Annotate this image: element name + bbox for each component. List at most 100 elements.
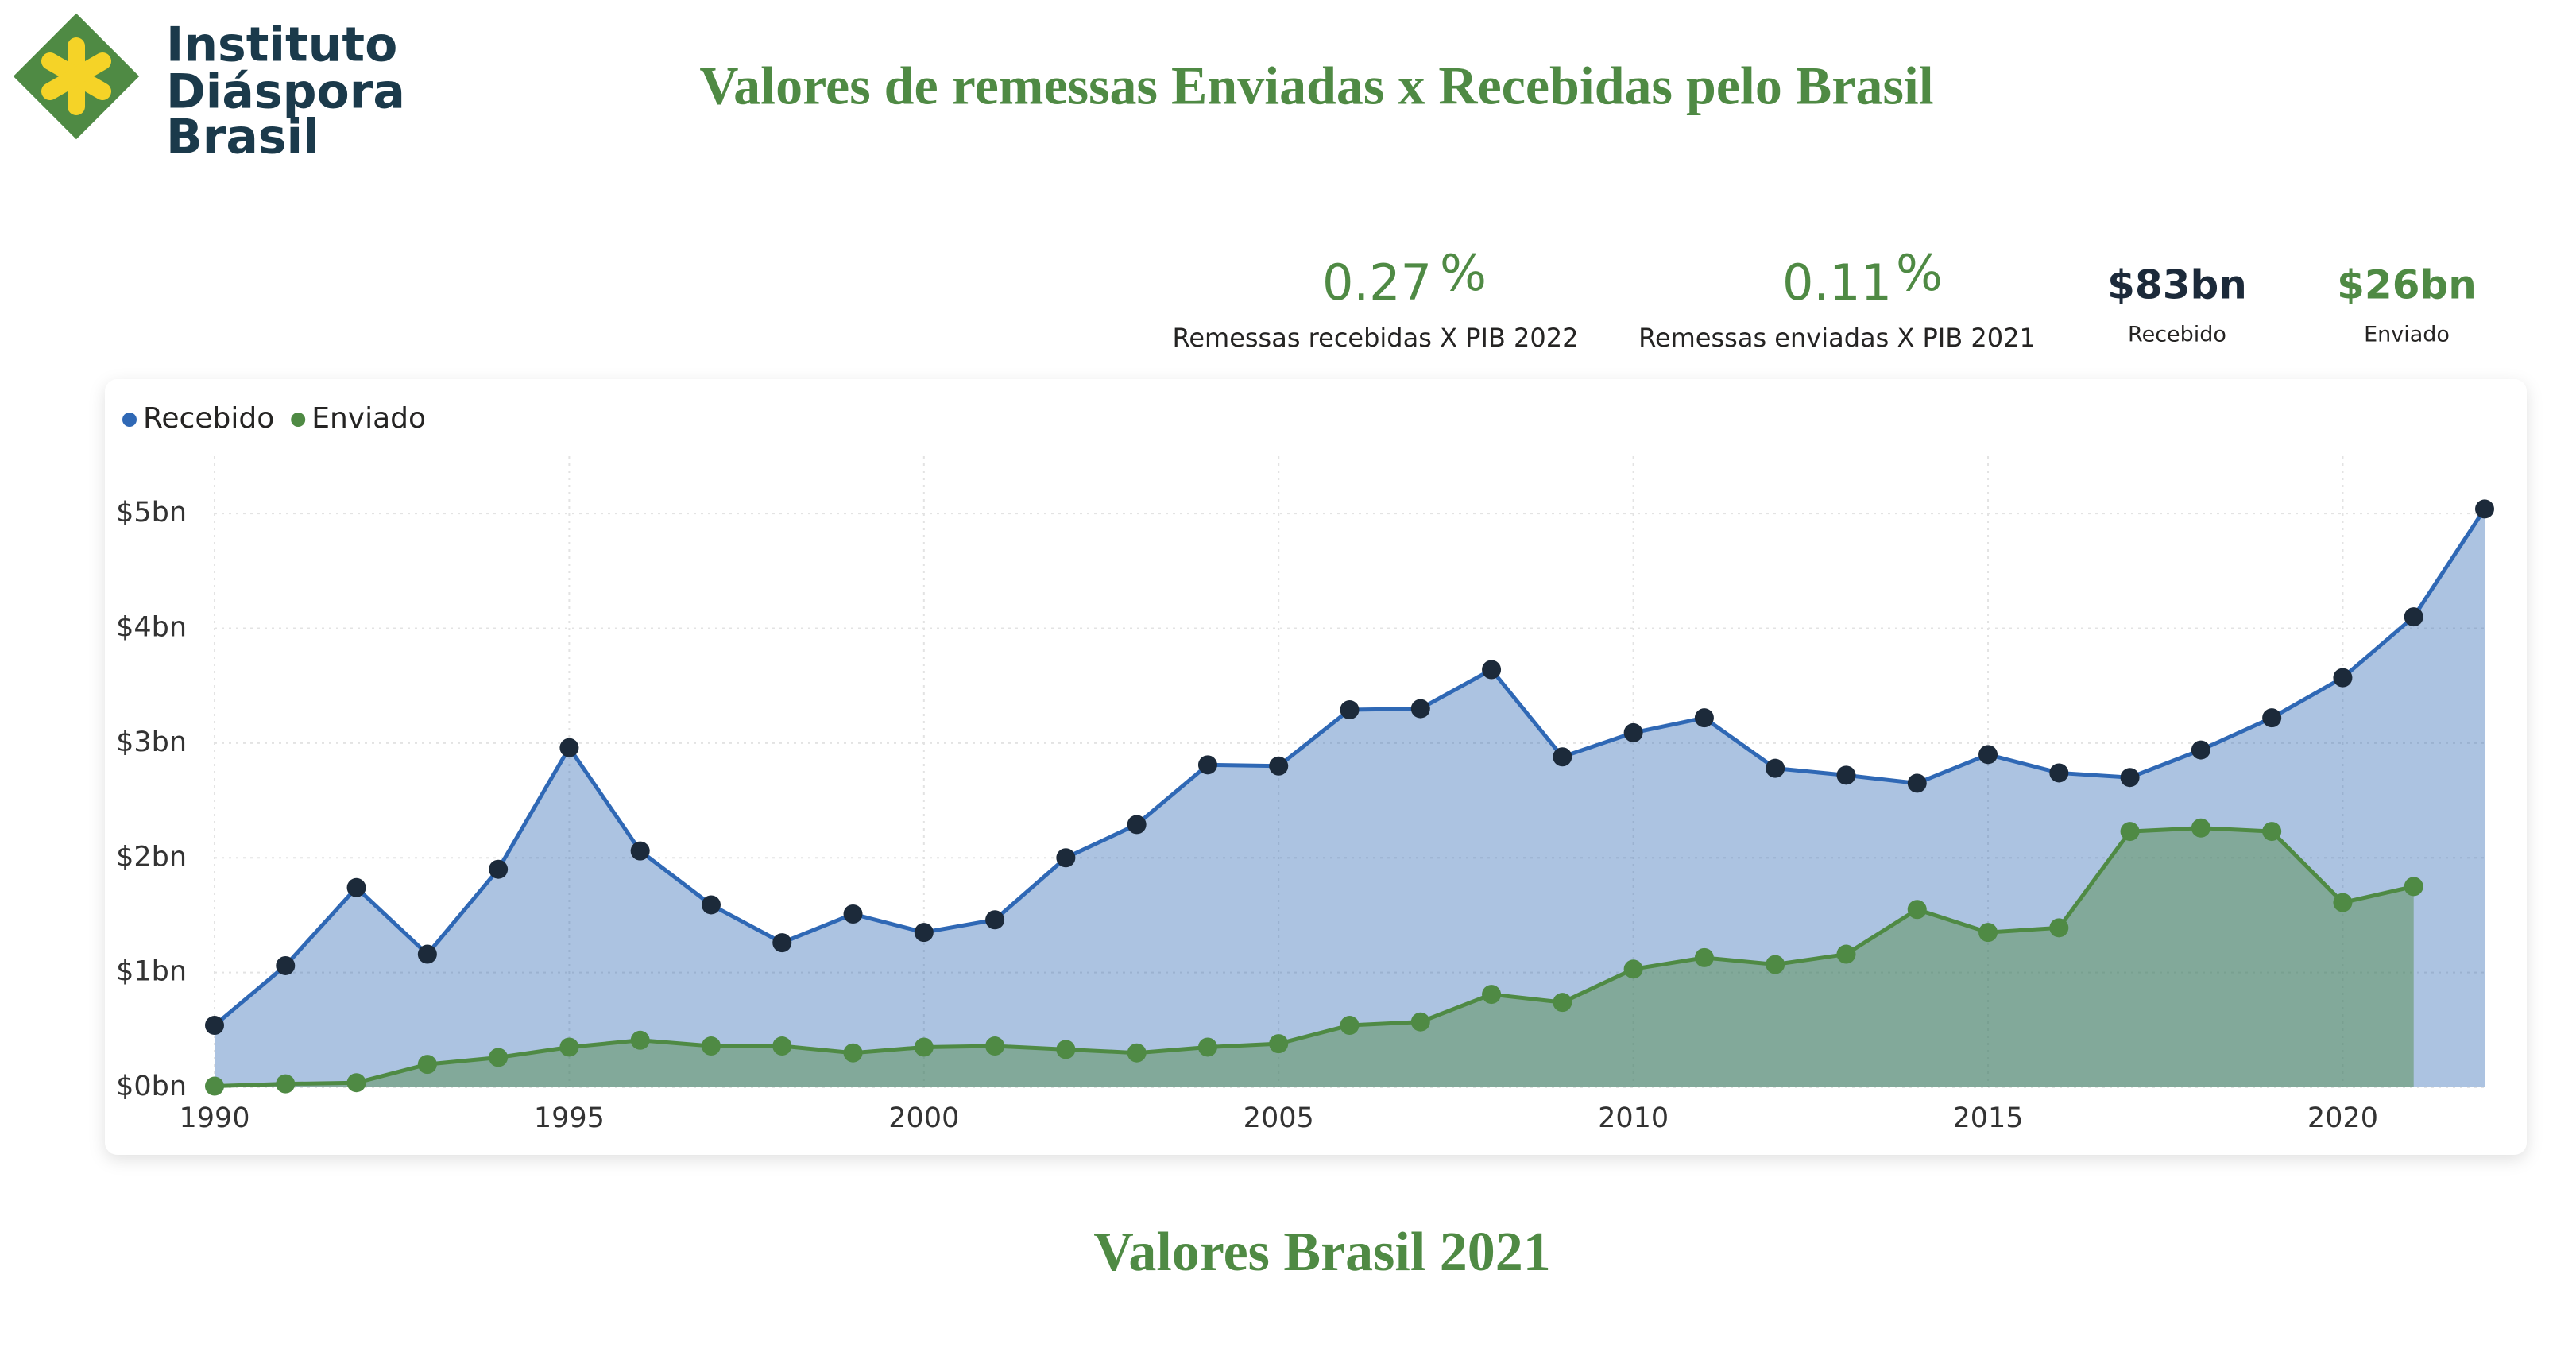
x-tick-label: 2015 [1952,1102,2023,1134]
x-tick-label: 2020 [2307,1102,2378,1134]
marker [346,1073,366,1093]
marker [1694,708,1714,728]
marker [2191,818,2210,838]
marker [489,859,509,879]
marker [1197,1037,1217,1057]
logo-text: Brasil [166,110,319,165]
marker [630,1030,650,1050]
y-tick-label: $1bn [116,956,187,988]
logo-text: Diáspora [166,64,405,120]
marker [1482,660,1502,680]
marker [2475,499,2494,519]
y-tick-label: $2bn [116,841,187,873]
marker [2191,740,2210,760]
legend-label: Recebido [143,402,274,435]
kpi-value: 0.27 [1322,254,1432,312]
marker [1410,699,1430,719]
x-tick-label: 1990 [179,1102,249,1134]
kpi-unit: % [1440,244,1487,302]
marker [346,877,366,897]
marker [630,841,650,861]
x-tick-label: 2000 [888,1102,959,1134]
marker [701,895,721,915]
marker [914,923,934,943]
marker [701,1036,721,1056]
marker [1836,944,1856,964]
marker [772,1036,792,1056]
marker [1269,1034,1289,1054]
logo-text: Instituto [166,17,397,73]
marker [2120,822,2140,842]
marker [1127,815,1147,835]
marker [2404,607,2423,627]
kpi-label: Remessas recebidas X PIB 2022 [1173,323,1579,353]
marker [2262,822,2282,842]
marker [276,955,296,975]
legend-marker [122,413,137,427]
title: Valores de remessas Enviadas x Recebidas… [699,56,1933,116]
area [215,827,2414,1087]
kpi-unit: % [1896,244,1943,302]
marker [276,1074,296,1094]
marker [1056,1040,1076,1059]
marker [205,1076,224,1096]
marker [205,1016,224,1036]
marker [1694,947,1714,967]
marker [1623,959,1643,979]
marker [772,933,792,953]
marker [2262,708,2282,728]
marker [1269,756,1289,776]
kpi-value: $83bn [2107,262,2247,308]
y-tick-label: $3bn [116,726,187,758]
marker [1623,722,1643,742]
kpi-value: 0.11 [1782,254,1892,312]
marker [1766,758,1785,778]
y-tick-label: $5bn [116,497,187,529]
y-tick-label: $0bn [116,1071,187,1102]
logo-asterisk [41,37,111,115]
kpi-value: $26bn [2337,262,2477,308]
marker [1197,755,1217,775]
chart: $0bn $1bn $2bn $3bn $4bn $5bn 1990 1995 2000 2005… [116,402,2494,1134]
marker [1836,765,1856,785]
marker [1340,1016,1360,1036]
x-tick-label: 2010 [1598,1102,1669,1134]
marker [1978,923,1998,943]
marker [1978,745,1998,765]
marker [914,1037,934,1057]
marker [2333,668,2353,688]
marker [1056,848,1076,868]
marker [1766,955,1785,974]
chart-card [105,379,2527,1155]
marker [417,944,437,964]
marker [1553,993,1572,1013]
y-tick-label: $4bn [116,612,187,644]
x-tick-label: 2005 [1244,1102,1314,1134]
line [214,826,2415,1089]
logo: Instituto Diáspora Brasil [13,13,405,165]
kpi-label: Remessas enviadas X PIB 2021 [1638,323,2036,353]
marker [985,1036,1005,1056]
marker [489,1048,509,1067]
marker [2049,763,2069,783]
marker [1482,985,1502,1005]
marker [559,738,579,757]
marker [1907,900,1927,920]
marker [2120,768,2140,788]
marker [2404,877,2423,897]
legend-label: Enviado [311,402,426,435]
legend-marker [291,413,306,427]
marker [985,910,1005,930]
kpi-label: Recebido [2128,323,2226,347]
x-tick-label: 1995 [534,1102,605,1134]
marker [1553,747,1572,767]
kpi-label: Enviado [2364,323,2450,347]
marker [559,1037,579,1057]
marker [1127,1043,1147,1063]
marker [843,904,863,924]
marker [2333,893,2353,912]
marker [2049,918,2069,938]
footer-title: Valores Brasil 2021 [1093,1222,1551,1283]
